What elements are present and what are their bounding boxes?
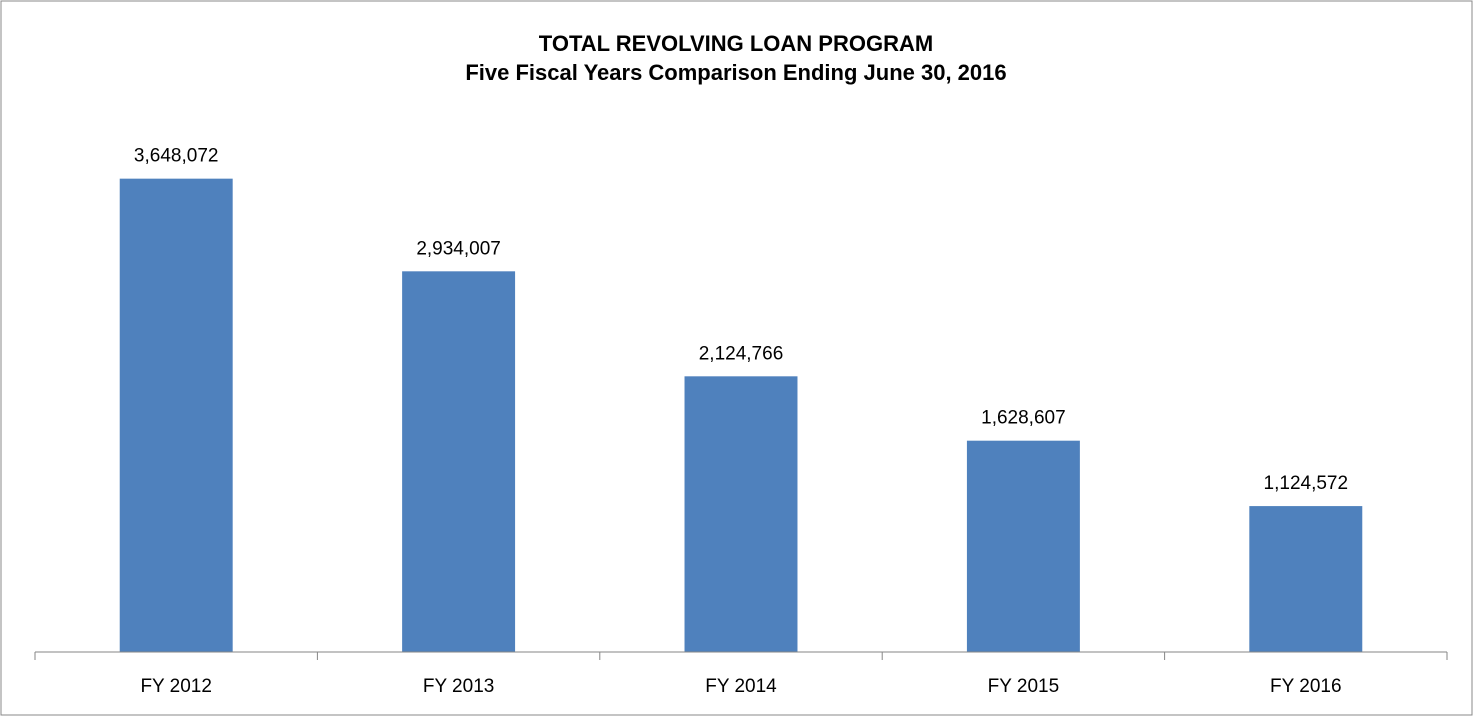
bar xyxy=(966,440,1080,652)
value-label: 2,934,007 xyxy=(416,238,501,259)
x-tick-label: FY 2012 xyxy=(140,676,211,697)
value-label: 1,628,607 xyxy=(981,408,1066,429)
value-label: 3,648,072 xyxy=(134,146,219,167)
bar xyxy=(1249,506,1363,652)
value-label: 1,124,572 xyxy=(1264,473,1349,494)
bar xyxy=(119,178,233,652)
x-tick-label: FY 2013 xyxy=(423,676,494,697)
x-tick-label: FY 2015 xyxy=(988,676,1059,697)
bar xyxy=(684,376,798,652)
x-tick-label: FY 2016 xyxy=(1270,676,1341,697)
bar xyxy=(402,271,516,652)
chart-title: TOTAL REVOLVING LOAN PROGRAM xyxy=(539,31,933,56)
x-tick-label: FY 2014 xyxy=(705,676,777,697)
value-label: 2,124,766 xyxy=(699,343,784,364)
chart-subtitle: Five Fiscal Years Comparison Ending June… xyxy=(465,60,1006,85)
